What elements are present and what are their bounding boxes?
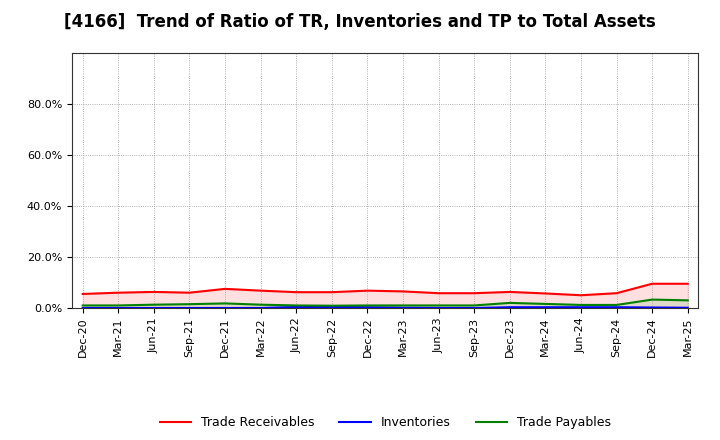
- Inventories: [434, 305, 443, 311]
- Inventories: [470, 305, 479, 311]
- Trade Receivables: [541, 291, 549, 296]
- Trade Receivables: [399, 289, 408, 294]
- Trade Receivables: [328, 290, 336, 295]
- Inventories: [221, 305, 230, 311]
- Trade Receivables: [470, 290, 479, 296]
- Trade Payables: [683, 298, 692, 303]
- Inventories: [292, 304, 300, 310]
- Trade Receivables: [612, 290, 621, 296]
- Inventories: [683, 305, 692, 310]
- Trade Payables: [363, 303, 372, 308]
- Trade Payables: [256, 302, 265, 307]
- Trade Payables: [221, 301, 230, 306]
- Trade Payables: [470, 303, 479, 308]
- Inventories: [363, 304, 372, 310]
- Line: Trade Payables: Trade Payables: [83, 300, 688, 306]
- Trade Payables: [541, 301, 549, 307]
- Inventories: [612, 304, 621, 310]
- Trade Receivables: [150, 289, 158, 294]
- Trade Payables: [505, 300, 514, 305]
- Inventories: [150, 305, 158, 311]
- Trade Receivables: [505, 289, 514, 294]
- Trade Receivables: [648, 281, 657, 286]
- Inventories: [399, 305, 408, 310]
- Trade Payables: [78, 303, 87, 308]
- Trade Receivables: [292, 290, 300, 295]
- Trade Receivables: [434, 290, 443, 296]
- Trade Receivables: [363, 288, 372, 293]
- Trade Receivables: [256, 288, 265, 293]
- Legend: Trade Receivables, Inventories, Trade Payables: Trade Receivables, Inventories, Trade Pa…: [155, 411, 616, 434]
- Inventories: [185, 305, 194, 311]
- Trade Payables: [648, 297, 657, 302]
- Trade Payables: [185, 301, 194, 307]
- Trade Payables: [150, 302, 158, 307]
- Inventories: [114, 305, 122, 311]
- Trade Receivables: [114, 290, 122, 295]
- Inventories: [541, 304, 549, 310]
- Trade Payables: [328, 303, 336, 308]
- Trade Payables: [577, 302, 585, 308]
- Trade Payables: [114, 303, 122, 308]
- Trade Payables: [612, 302, 621, 308]
- Inventories: [648, 305, 657, 310]
- Trade Receivables: [221, 286, 230, 291]
- Inventories: [256, 305, 265, 311]
- Trade Payables: [292, 303, 300, 308]
- Trade Payables: [434, 303, 443, 308]
- Inventories: [577, 304, 585, 310]
- Trade Receivables: [185, 290, 194, 295]
- Inventories: [505, 304, 514, 310]
- Trade Receivables: [577, 293, 585, 298]
- Trade Receivables: [78, 291, 87, 297]
- Inventories: [78, 305, 87, 311]
- Text: [4166]  Trend of Ratio of TR, Inventories and TP to Total Assets: [4166] Trend of Ratio of TR, Inventories…: [64, 13, 656, 31]
- Line: Trade Receivables: Trade Receivables: [83, 284, 688, 295]
- Trade Payables: [399, 303, 408, 308]
- Line: Inventories: Inventories: [83, 307, 688, 308]
- Inventories: [328, 304, 336, 310]
- Trade Receivables: [683, 281, 692, 286]
